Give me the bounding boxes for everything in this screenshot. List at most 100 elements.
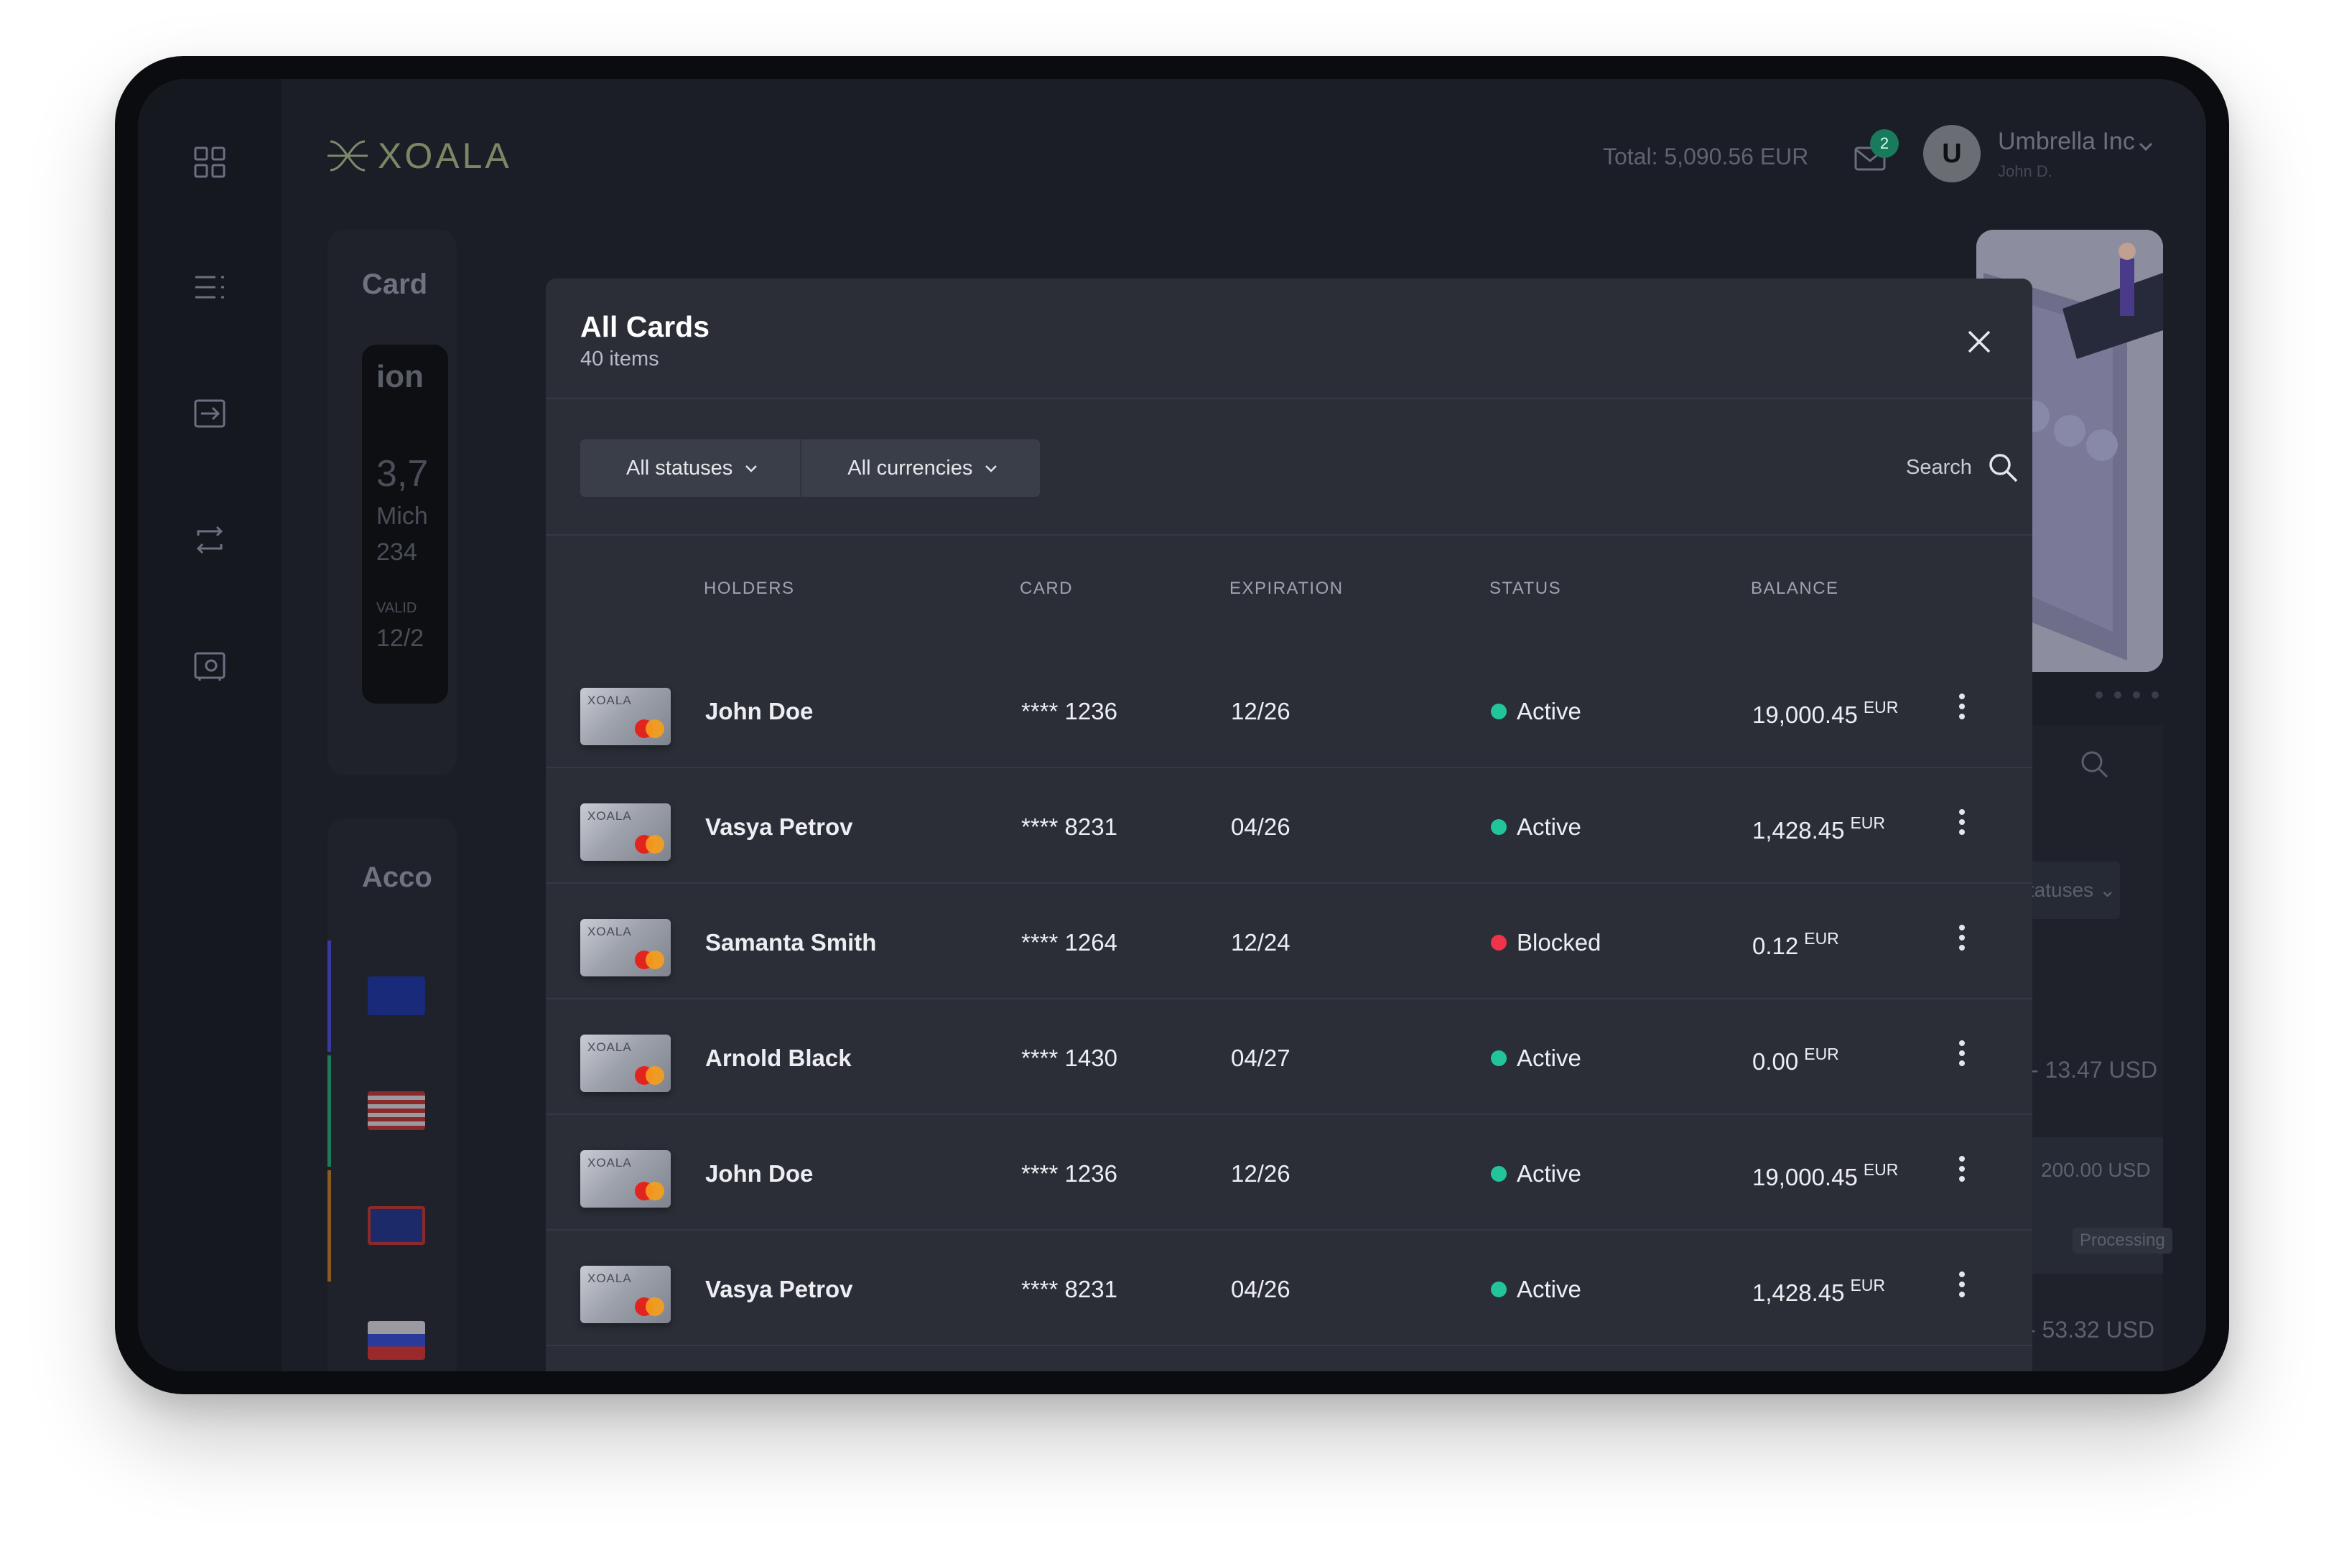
logo-mark-icon bbox=[327, 140, 368, 172]
balance-currency: EUR bbox=[1850, 1276, 1886, 1294]
us-flag-icon bbox=[368, 1091, 425, 1130]
column-header-status[interactable]: STATUS bbox=[1489, 579, 1562, 598]
expiration-date: 12/26 bbox=[1231, 1160, 1290, 1187]
mastercard-icon bbox=[646, 951, 664, 969]
table-row[interactable]: XOALA John Doe **** 1236 12/26 Active 19,000.… bbox=[546, 653, 2032, 768]
column-header-holders[interactable]: HOLDERS bbox=[704, 579, 795, 598]
featured-card-valid-label: VALID bbox=[376, 600, 417, 616]
more-options-button[interactable] bbox=[1953, 925, 1971, 959]
safe-icon[interactable] bbox=[191, 648, 228, 685]
column-header-balance[interactable]: BALANCE bbox=[1751, 579, 1839, 598]
card-brand: XOALA bbox=[587, 1271, 632, 1285]
row-divider bbox=[546, 882, 2032, 884]
mastercard-icon bbox=[646, 1066, 664, 1085]
status-badge: Active bbox=[1491, 813, 1581, 841]
total-balance: Total: 5,090.56 EUR bbox=[1603, 144, 1809, 169]
status-label: Active bbox=[1517, 813, 1581, 840]
logo[interactable]: XOALA bbox=[326, 135, 512, 177]
more-options-button[interactable] bbox=[1953, 1156, 1971, 1190]
mastercard-icon bbox=[646, 835, 664, 854]
card-number: **** 1236 bbox=[1021, 1160, 1117, 1187]
more-options-button[interactable] bbox=[1953, 1040, 1971, 1075]
status-dot-icon bbox=[1491, 819, 1507, 835]
card-number: **** 8231 bbox=[1021, 813, 1117, 840]
status-filter-dropdown[interactable]: All statuses bbox=[580, 439, 801, 497]
balance-amount: 0.12 bbox=[1752, 933, 1799, 959]
transaction-amount: - 53.32 USD bbox=[2028, 1317, 2155, 1343]
close-icon bbox=[1968, 330, 1991, 353]
featured-card-brand: ion bbox=[376, 359, 424, 394]
transfer-icon[interactable] bbox=[191, 395, 228, 432]
more-options-button[interactable] bbox=[1953, 809, 1971, 844]
balance-currency: EUR bbox=[1863, 1160, 1899, 1179]
table-row[interactable]: XOALA John Doe **** 1236 12/26 Active 19,000.… bbox=[546, 1116, 2032, 1231]
more-options-button[interactable] bbox=[1953, 694, 1971, 728]
ru-flag-icon bbox=[368, 1321, 425, 1360]
search-icon[interactable] bbox=[2077, 747, 2113, 783]
exchange-icon[interactable] bbox=[191, 521, 228, 559]
sidebar bbox=[138, 79, 282, 1371]
balance: 0.12 EUR bbox=[1752, 929, 1839, 960]
status-badge: Active bbox=[1491, 1276, 1581, 1303]
more-options-button[interactable] bbox=[1953, 1271, 1971, 1306]
mastercard-icon bbox=[646, 719, 664, 738]
status-badge: Active bbox=[1491, 1160, 1581, 1187]
card-number: **** 1264 bbox=[1021, 929, 1117, 956]
card-brand: XOALA bbox=[587, 694, 632, 707]
dashboard-icon[interactable] bbox=[191, 144, 228, 181]
card-thumbnail: XOALA bbox=[580, 1266, 671, 1323]
status-badge: Blocked bbox=[1491, 929, 1601, 956]
carousel-dots[interactable] bbox=[2096, 689, 2170, 702]
logo-text: XOALA bbox=[378, 136, 512, 176]
card-thumbnail: XOALA bbox=[580, 688, 671, 745]
card-brand: XOALA bbox=[587, 1156, 632, 1170]
currency-filter-dropdown[interactable]: All currencies bbox=[800, 439, 1041, 497]
column-header-card[interactable]: CARD bbox=[1020, 579, 1074, 598]
search-button[interactable]: Search bbox=[1906, 451, 2019, 484]
status-badge: Active bbox=[1491, 698, 1581, 725]
card-thumbnail: XOALA bbox=[580, 919, 671, 976]
currency-filter-label: All currencies bbox=[847, 456, 973, 480]
featured-card-number: 234 bbox=[376, 538, 417, 566]
balance-amount: 1,428.45 bbox=[1752, 1279, 1845, 1306]
transaction-amount: 200.00 USD bbox=[2041, 1159, 2151, 1181]
filter-group: All statuses All currencies bbox=[580, 439, 1041, 497]
holder-name: Samanta Smith bbox=[705, 929, 877, 956]
avatar[interactable]: U bbox=[1923, 125, 1981, 182]
table-row[interactable]: XOALA Vasya Petrov **** 8231 04/26 Active 1,4… bbox=[546, 769, 2032, 884]
holder-name: John Doe bbox=[705, 1160, 814, 1187]
mastercard-icon bbox=[646, 1182, 664, 1200]
transaction-amount: - 13.47 USD bbox=[2031, 1057, 2158, 1083]
table-row[interactable]: XOALA Vasya Petrov **** 8231 04/26 Active 1,4… bbox=[546, 1231, 2032, 1346]
chevron-down-icon bbox=[985, 465, 997, 472]
account-accent bbox=[327, 941, 331, 1052]
column-header-expiration[interactable]: EXPIRATION bbox=[1229, 579, 1344, 598]
search-icon bbox=[1989, 454, 2018, 482]
search-label: Search bbox=[1906, 455, 1972, 479]
status-dot-icon bbox=[1491, 1050, 1507, 1066]
balance-amount: 19,000.45 bbox=[1752, 701, 1858, 728]
user-name: John D. bbox=[1998, 162, 2052, 180]
modal-title: All Cards bbox=[580, 310, 710, 343]
chevron-down-icon[interactable] bbox=[2136, 136, 2156, 157]
mail-count-badge: 2 bbox=[1870, 129, 1899, 158]
row-divider bbox=[546, 998, 2032, 999]
close-button[interactable] bbox=[1962, 325, 1996, 359]
table-row[interactable]: XOALA Arnold Black **** 1430 04/27 Active 0.0… bbox=[546, 1000, 2032, 1115]
card-thumbnail: XOALA bbox=[580, 1035, 671, 1092]
balance: 1,428.45 EUR bbox=[1752, 1276, 1885, 1307]
transaction-status-badge: Processing bbox=[2073, 1228, 2172, 1254]
featured-card-holder: Mich bbox=[376, 503, 428, 530]
status-badge: Active bbox=[1491, 1045, 1581, 1072]
account-accent bbox=[327, 1055, 331, 1167]
company-name[interactable]: Umbrella Inc bbox=[1998, 128, 2135, 155]
accounts-panel-title: Acco bbox=[362, 862, 432, 893]
divider bbox=[546, 534, 2032, 536]
list-icon[interactable] bbox=[191, 269, 228, 306]
featured-card-amount: 3,7 bbox=[376, 453, 429, 495]
account-accent bbox=[327, 1170, 331, 1282]
balance-amount: 0.00 bbox=[1752, 1048, 1799, 1075]
eu-flag-icon bbox=[368, 976, 425, 1015]
